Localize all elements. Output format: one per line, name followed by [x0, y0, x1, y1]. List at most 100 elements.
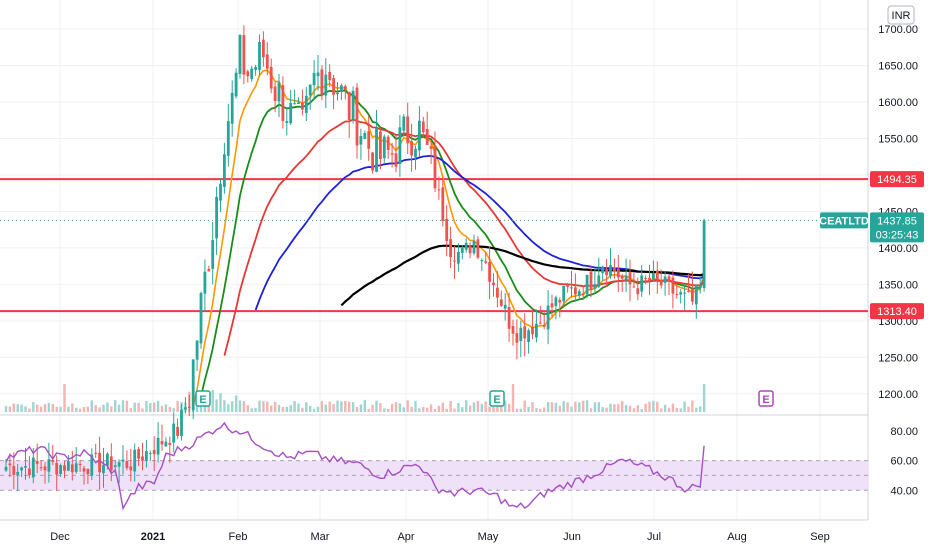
candle-body[interactable]: [67, 461, 70, 471]
candle-body[interactable]: [47, 459, 51, 472]
candle-body[interactable]: [523, 326, 527, 339]
candle-body[interactable]: [215, 196, 218, 239]
candle-body[interactable]: [199, 293, 203, 344]
candle-body[interactable]: [429, 146, 433, 149]
candle-body[interactable]: [82, 468, 86, 472]
candle-body[interactable]: [648, 277, 651, 281]
candle-body[interactable]: [499, 299, 503, 306]
candle-body[interactable]: [133, 449, 137, 472]
candle-body[interactable]: [51, 460, 55, 462]
candle-body[interactable]: [308, 84, 312, 96]
candle-body[interactable]: [74, 463, 78, 472]
candle-body[interactable]: [176, 426, 179, 436]
candle-body[interactable]: [406, 116, 410, 144]
candle-body[interactable]: [554, 297, 558, 307]
candle-body[interactable]: [616, 268, 620, 278]
earnings-marker[interactable]: E: [195, 390, 211, 407]
candle-body[interactable]: [519, 327, 523, 342]
candle-body[interactable]: [24, 465, 27, 468]
candle-body[interactable]: [542, 324, 546, 327]
candle-body[interactable]: [195, 340, 199, 360]
candle-body[interactable]: [172, 423, 176, 443]
candle-body[interactable]: [59, 465, 62, 474]
candle-body[interactable]: [577, 291, 581, 296]
candle-body[interactable]: [414, 148, 417, 158]
candle-body[interactable]: [371, 152, 374, 171]
candle-body[interactable]: [698, 285, 702, 289]
candle-body[interactable]: [242, 35, 246, 75]
candle-body[interactable]: [507, 307, 511, 329]
candle-body[interactable]: [102, 465, 105, 474]
candle-body[interactable]: [531, 326, 534, 335]
candles[interactable]: [4, 25, 706, 491]
candle-body[interactable]: [340, 85, 343, 92]
candle-body[interactable]: [160, 440, 164, 445]
candle-body[interactable]: [187, 406, 191, 408]
candle-body[interactable]: [223, 154, 226, 187]
currency-badge-box[interactable]: [887, 5, 915, 25]
time-axis[interactable]: Dec 2021 Feb Mar Apr May Jun Jul Aug Sep: [50, 531, 830, 543]
candle-body[interactable]: [597, 275, 601, 287]
candle-body[interactable]: [410, 141, 413, 156]
candle-body[interactable]: [394, 153, 398, 167]
candle-body[interactable]: [265, 54, 269, 69]
candle-body[interactable]: [445, 218, 449, 242]
candle-body[interactable]: [63, 465, 66, 471]
candle-body[interactable]: [453, 260, 456, 262]
candle-body[interactable]: [250, 68, 254, 80]
candle-body[interactable]: [328, 71, 332, 81]
candle-body[interactable]: [538, 322, 542, 324]
earnings-marker-box[interactable]: [758, 390, 774, 407]
candle-body[interactable]: [671, 277, 675, 294]
candle-body[interactable]: [574, 287, 577, 295]
candle-body[interactable]: [679, 292, 683, 295]
candle-body[interactable]: [675, 294, 679, 296]
candle-body[interactable]: [304, 95, 308, 113]
candle-body[interactable]: [644, 277, 647, 279]
candle-body[interactable]: [168, 442, 172, 445]
candle-body[interactable]: [269, 66, 273, 89]
candle-body[interactable]: [117, 462, 121, 467]
candle-body[interactable]: [55, 463, 59, 475]
candle-body[interactable]: [468, 245, 472, 254]
candle-body[interactable]: [613, 267, 616, 272]
candle-body[interactable]: [281, 85, 285, 121]
candle-body[interactable]: [480, 260, 484, 262]
candle-body[interactable]: [230, 92, 234, 124]
candle-body[interactable]: [640, 275, 644, 292]
candle-body[interactable]: [558, 299, 562, 303]
earnings-marker-box[interactable]: [195, 390, 211, 407]
candle-body[interactable]: [336, 92, 339, 95]
candle-body[interactable]: [90, 454, 94, 476]
candle-body[interactable]: [355, 87, 359, 146]
currency-badge[interactable]: INR: [887, 5, 915, 25]
candle-body[interactable]: [375, 128, 378, 172]
candle-body[interactable]: [659, 279, 663, 286]
candle-body[interactable]: [289, 103, 293, 124]
candle-body[interactable]: [273, 86, 277, 101]
candle-body[interactable]: [359, 135, 363, 145]
candle-body[interactable]: [312, 73, 316, 86]
candle-body[interactable]: [570, 287, 573, 289]
candle-body[interactable]: [460, 247, 464, 253]
candle-body[interactable]: [496, 287, 499, 298]
candle-body[interactable]: [28, 468, 31, 476]
candle-body[interactable]: [683, 292, 686, 294]
candle-body[interactable]: [425, 129, 429, 145]
candle-body[interactable]: [78, 464, 82, 466]
candle-body[interactable]: [398, 127, 402, 165]
candle-body[interactable]: [262, 39, 265, 58]
candle-body[interactable]: [449, 239, 452, 258]
candle-body[interactable]: [655, 270, 659, 280]
candle-body[interactable]: [702, 220, 706, 289]
candle-body[interactable]: [152, 450, 156, 455]
candle-body[interactable]: [145, 451, 148, 461]
candle-body[interactable]: [297, 102, 300, 104]
candle-body[interactable]: [207, 268, 211, 272]
candle-body[interactable]: [667, 276, 671, 281]
candle-body[interactable]: [226, 121, 230, 156]
candle-body[interactable]: [137, 449, 140, 459]
candle-body[interactable]: [632, 286, 636, 288]
candle-body[interactable]: [492, 282, 495, 286]
